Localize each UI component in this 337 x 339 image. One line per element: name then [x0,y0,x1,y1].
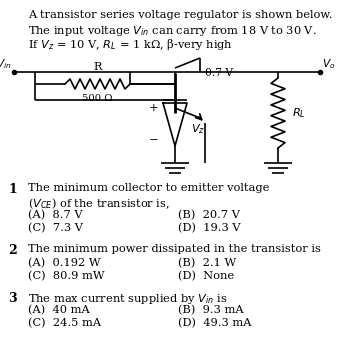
Text: The input voltage $V_{in}$ can carry from 18 V to 30 V.: The input voltage $V_{in}$ can carry fro… [28,23,317,38]
Text: If $V_z$ = 10 V, $R_L$ = 1 kΩ, β-very high: If $V_z$ = 10 V, $R_L$ = 1 kΩ, β-very hi… [28,37,233,52]
Text: $V_z$: $V_z$ [191,122,205,136]
Text: (B)  9.3 mA: (B) 9.3 mA [178,305,244,315]
Text: (A)  8.7 V: (A) 8.7 V [28,210,83,220]
Text: (A)  40 mA: (A) 40 mA [28,305,90,315]
Text: (A)  0.192 W: (A) 0.192 W [28,258,101,268]
Text: (C)  7.3 V: (C) 7.3 V [28,223,83,233]
Text: $R_L$: $R_L$ [292,106,306,120]
Text: (B)  2.1 W: (B) 2.1 W [178,258,236,268]
Text: (C)  80.9 mW: (C) 80.9 mW [28,271,104,281]
Text: 500 Ω: 500 Ω [82,94,113,103]
Text: ($V_{CE}$) of the transistor is,: ($V_{CE}$) of the transistor is, [28,197,170,211]
Text: A transistor series voltage regulator is shown below.: A transistor series voltage regulator is… [28,10,333,20]
Text: (D)  19.3 V: (D) 19.3 V [178,223,241,233]
Text: +: + [148,103,158,113]
Text: $V_{in}$: $V_{in}$ [0,57,12,71]
Text: 3: 3 [8,292,17,304]
Text: (D)  None: (D) None [178,271,234,281]
Text: (D)  49.3 mA: (D) 49.3 mA [178,318,251,328]
Text: R: R [93,62,102,72]
Text: (B)  20.7 V: (B) 20.7 V [178,210,240,220]
Text: The minimum power dissipated in the transistor is: The minimum power dissipated in the tran… [28,244,321,254]
Text: 1: 1 [8,183,17,196]
Text: $V_o$: $V_o$ [322,57,336,71]
Text: (C)  24.5 mA: (C) 24.5 mA [28,318,101,328]
Text: −: − [149,135,158,145]
Text: 0.7 V: 0.7 V [205,68,233,78]
Text: The max current supplied by $V_{in}$ is: The max current supplied by $V_{in}$ is [28,292,227,305]
Text: 2: 2 [8,244,17,257]
Text: The minimum collector to emitter voltage: The minimum collector to emitter voltage [28,183,269,193]
